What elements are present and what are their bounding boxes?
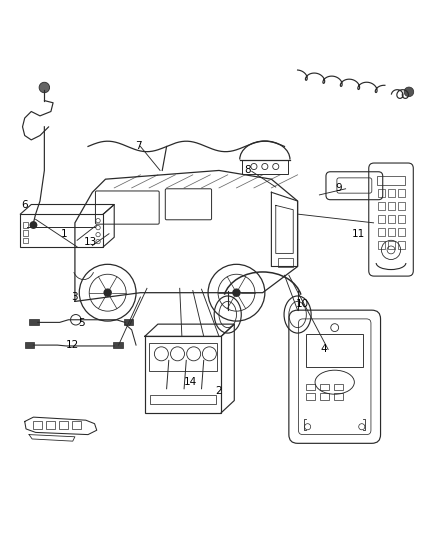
Bar (20, 214, 103, 247)
Text: 12: 12 (66, 340, 79, 350)
Bar (398, 215, 405, 223)
Bar (398, 228, 405, 236)
Bar (32, 421, 42, 429)
Bar (306, 384, 315, 390)
Bar (46, 421, 55, 429)
Bar (22, 222, 28, 228)
Bar (124, 319, 134, 326)
Bar (59, 421, 68, 429)
Circle shape (39, 82, 49, 93)
Bar (145, 336, 221, 413)
Bar (320, 384, 329, 390)
Bar (378, 189, 385, 197)
Circle shape (404, 87, 414, 96)
Text: 13: 13 (84, 238, 97, 247)
Text: 14: 14 (184, 377, 197, 387)
Circle shape (103, 288, 112, 297)
Bar (378, 228, 385, 236)
Bar (113, 342, 123, 348)
Text: 1: 1 (61, 229, 67, 239)
Circle shape (29, 221, 37, 229)
Bar (72, 421, 81, 429)
Bar (378, 215, 385, 223)
Bar (388, 241, 395, 249)
Bar (306, 393, 315, 400)
Bar (25, 342, 34, 348)
Bar (306, 334, 363, 367)
Bar (398, 189, 405, 197)
Bar (150, 395, 216, 404)
Bar (388, 189, 395, 197)
Bar (388, 228, 395, 236)
Text: 5: 5 (78, 318, 85, 328)
Bar (398, 241, 405, 249)
Bar (378, 202, 385, 210)
Bar (22, 230, 28, 236)
Bar (398, 202, 405, 210)
Bar (378, 176, 405, 185)
Bar (334, 393, 343, 400)
Text: 6: 6 (21, 200, 28, 211)
Text: 9: 9 (336, 183, 343, 193)
Bar (278, 258, 293, 266)
Bar (388, 215, 395, 223)
Text: 10: 10 (295, 298, 308, 309)
Bar (29, 319, 39, 326)
Text: 3: 3 (71, 292, 78, 302)
Bar (388, 202, 395, 210)
Text: 4: 4 (321, 344, 327, 354)
Circle shape (232, 288, 241, 297)
Bar (22, 238, 28, 244)
Text: 7: 7 (135, 141, 141, 151)
Bar (149, 343, 217, 372)
Bar (334, 384, 343, 390)
Text: 2: 2 (215, 386, 223, 396)
Bar (378, 241, 385, 249)
Text: 8: 8 (244, 165, 251, 175)
Bar (242, 159, 288, 174)
Bar (320, 393, 329, 400)
Text: 11: 11 (352, 229, 365, 239)
